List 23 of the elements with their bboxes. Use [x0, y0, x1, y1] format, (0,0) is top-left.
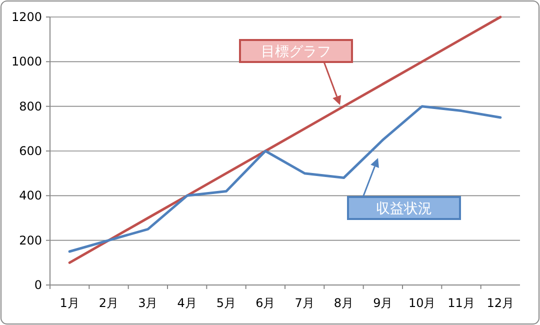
y-tick-label: 200 [19, 233, 42, 248]
y-tick-label: 1200 [11, 10, 42, 24]
x-tick-label: 12月 [486, 296, 514, 310]
y-tick-label: 400 [19, 188, 42, 203]
y-tick-label: 1000 [11, 54, 42, 69]
y-tick-label: 0 [34, 278, 42, 292]
x-tick-label: 2月 [98, 296, 119, 310]
x-tick-label: 8月 [334, 296, 354, 310]
line-series [68, 105, 502, 253]
x-tick-label: 6月 [256, 296, 276, 310]
x-tick-label: 9月 [373, 296, 393, 310]
line-series [68, 16, 502, 264]
x-tick-label: 1月 [60, 296, 80, 310]
annotation: 収益状況 [376, 201, 432, 217]
annotation: 目標グラフ [261, 44, 331, 60]
x-tick-label: 5月 [216, 296, 236, 310]
x-tick-label: 3月 [138, 296, 158, 310]
x-tick-label: 7月 [294, 296, 314, 310]
x-tick-label: 11月 [448, 296, 475, 310]
x-tick-label: 10月 [408, 296, 436, 310]
y-tick-label: 600 [19, 144, 42, 158]
x-tick-label: 4月 [177, 296, 197, 310]
y-tick-label: 800 [19, 99, 42, 114]
